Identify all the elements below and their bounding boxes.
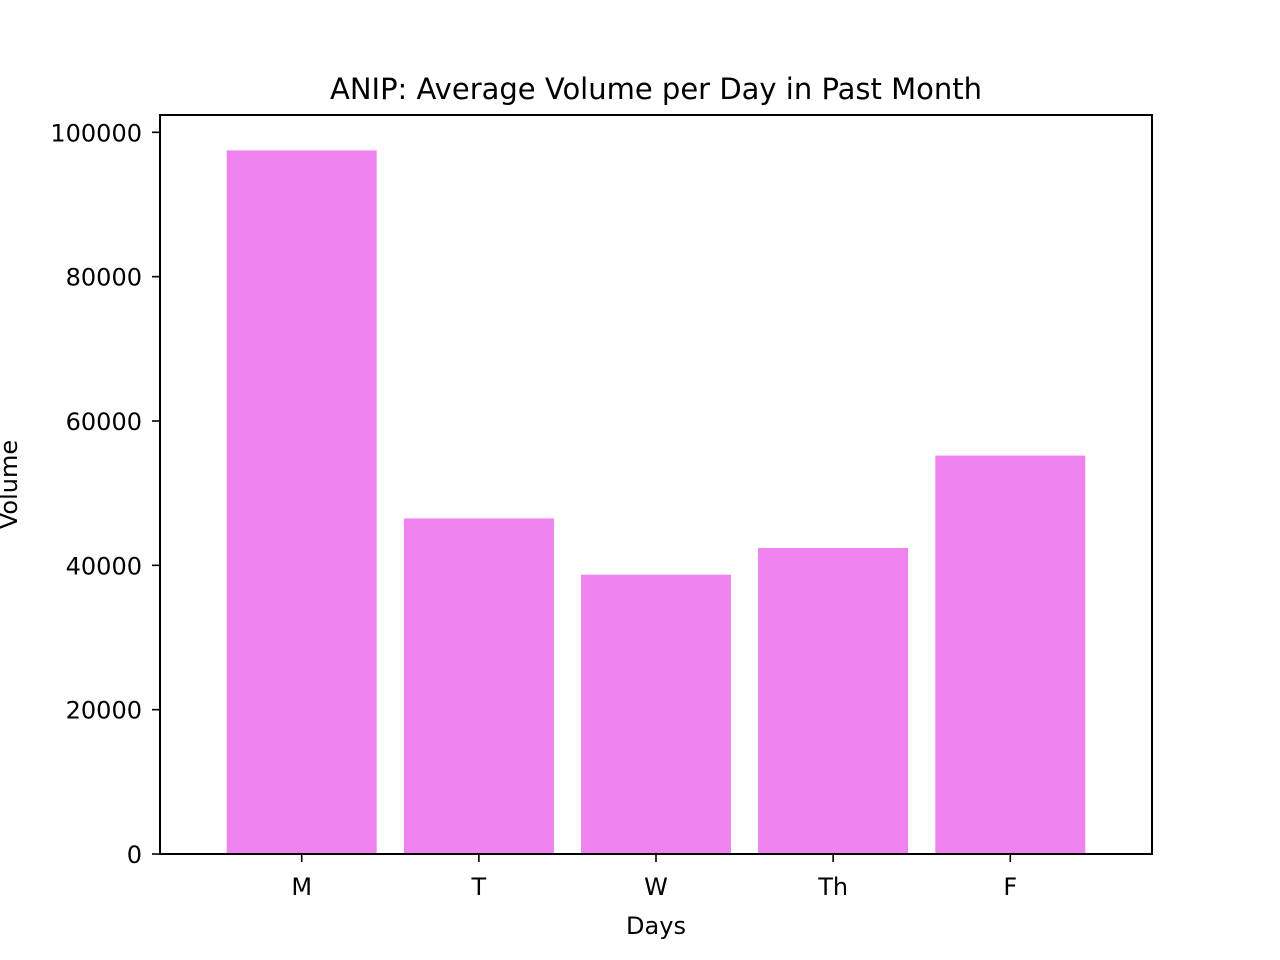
y-axis-ticks: 0 20000 40000 60000 80000 100000 <box>50 119 160 869</box>
y-tick-label: 20000 <box>66 697 142 725</box>
x-tick-label: W <box>644 873 668 901</box>
bar-m <box>226 150 377 854</box>
x-axis-label: Days <box>626 912 686 940</box>
x-axis-ticks: M T W Th F <box>291 854 1017 901</box>
y-axis-label: Volume <box>0 440 23 529</box>
y-tick-label: 60000 <box>66 408 142 436</box>
bar-th <box>758 548 909 854</box>
x-tick-label: T <box>471 873 487 901</box>
y-tick-label: 80000 <box>66 264 142 292</box>
plot-area-frame <box>159 114 1153 855</box>
bar-f <box>935 455 1086 854</box>
x-tick-label: M <box>291 873 312 901</box>
chart-title: ANIP: Average Volume per Day in Past Mon… <box>330 72 982 106</box>
bar-w <box>581 574 731 854</box>
x-tick-label: F <box>1003 873 1017 901</box>
y-tick-label: 100000 <box>50 119 142 147</box>
y-tick-label: 40000 <box>66 552 142 580</box>
x-tick-label: Th <box>817 873 848 901</box>
y-tick-label: 0 <box>127 841 142 869</box>
bar-t <box>403 518 554 854</box>
bars-group <box>226 150 1086 854</box>
